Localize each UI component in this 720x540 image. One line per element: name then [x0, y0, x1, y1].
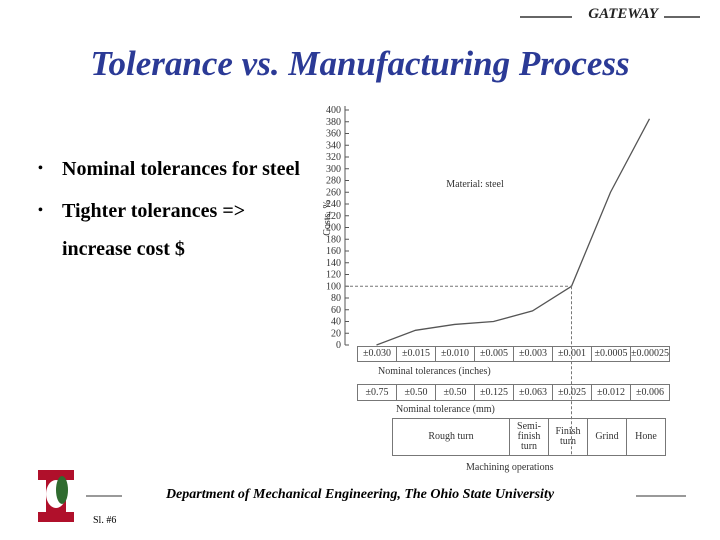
y-axis-label: Costs, %: [322, 200, 333, 236]
mm-label: ±0.012: [591, 384, 631, 401]
y-tick-label: 140: [326, 258, 341, 269]
line: [376, 118, 651, 346]
x-tick-label: ±0.010: [435, 346, 475, 362]
x-tick-label: ±0.030: [357, 346, 397, 362]
logo: [38, 470, 74, 522]
y-tick-label: 380: [326, 117, 341, 128]
y-tick-label: 200: [326, 223, 341, 234]
operation: Finish turn: [548, 418, 588, 456]
y-tick-label: 20: [331, 328, 341, 339]
mm-label: ±0.063: [513, 384, 553, 401]
x-axis-label: Nominal tolerances (inches): [378, 366, 491, 377]
mm-axis-label: Nominal tolerance (mm): [396, 404, 495, 415]
y-tick-label: 320: [326, 152, 341, 163]
operations-label: Machining operations: [466, 462, 554, 473]
x-tick-label: ±0.00025: [630, 346, 670, 362]
x-tick-label: ±0.0005: [591, 346, 631, 362]
y-tick-label: 100: [326, 281, 341, 292]
mm-label: ±0.50: [396, 384, 436, 401]
operation: Hone: [626, 418, 666, 456]
y-tick-label: 80: [331, 293, 341, 304]
brand: GATEWAY: [588, 6, 658, 22]
operation: Grind: [587, 418, 627, 456]
mm-label: ±0.125: [474, 384, 514, 401]
y-tick-label: 400: [326, 105, 341, 116]
bullet: Tighter tolerances => increase cost $: [32, 192, 312, 268]
x-tick-label: ±0.001: [552, 346, 592, 362]
x-tick-label: ±0.005: [474, 346, 514, 362]
x-tick-label: ±0.015: [396, 346, 436, 362]
operation: Rough turn: [392, 418, 510, 456]
x-tick-label: ±0.003: [513, 346, 553, 362]
y-tick-label: 280: [326, 176, 341, 187]
footer-text: Department of Mechanical Engineering, Th…: [165, 487, 555, 502]
y-tick-label: 360: [326, 129, 341, 140]
y-tick-label: 60: [331, 305, 341, 316]
slide-number: Sl. #6: [93, 515, 117, 526]
title: Tolerance vs. Manufacturing Process: [90, 44, 630, 83]
y-tick-label: 240: [326, 199, 341, 210]
operation: Semi-finish turn: [509, 418, 549, 456]
mm-label: ±0.006: [630, 384, 670, 401]
y-tick-label: 220: [326, 211, 341, 222]
y-tick-label: 120: [326, 270, 341, 281]
y-tick-label: 300: [326, 164, 341, 175]
y-tick-label: 160: [326, 246, 341, 257]
y-tick-label: 180: [326, 234, 341, 245]
annotation: Material: steel: [446, 179, 504, 190]
y-tick-label: 40: [331, 317, 341, 328]
bullet-list: Nominal tolerances for steel Tighter tole…: [32, 150, 312, 272]
y-tick-label: 0: [336, 340, 341, 351]
y-tick-label: 340: [326, 140, 341, 151]
mm-label: ±0.75: [357, 384, 397, 401]
bullet: Nominal tolerances for steel: [32, 150, 312, 188]
mm-label: ±0.50: [435, 384, 475, 401]
mm-label: ±0.025: [552, 384, 592, 401]
y-tick-label: 260: [326, 187, 341, 198]
